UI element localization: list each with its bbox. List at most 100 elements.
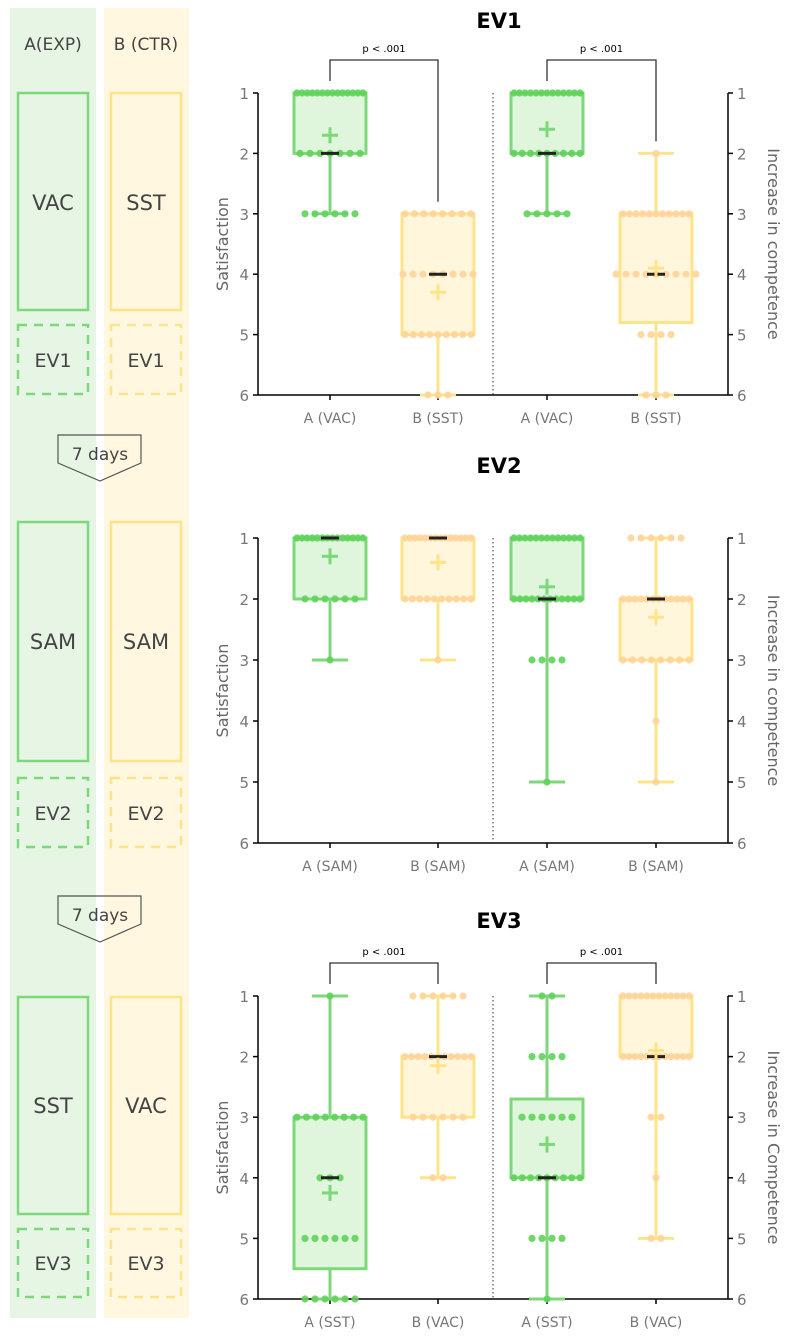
data-point (631, 595, 639, 603)
data-point (628, 656, 637, 664)
data-point (401, 331, 409, 339)
data-point (293, 89, 301, 97)
y-axis-label-left: Satisfaction (213, 644, 232, 738)
data-point (326, 992, 334, 1000)
data-point (526, 1174, 535, 1182)
data-point (346, 149, 354, 157)
x-tick-label: B (SST) (630, 411, 681, 427)
data-point (576, 595, 584, 603)
data-point (452, 595, 460, 603)
data-point (532, 89, 540, 97)
data-point (576, 1174, 584, 1182)
data-point (652, 717, 660, 725)
data-point (543, 89, 551, 97)
interval2-arrow (57, 895, 142, 943)
y-tick-label-right: 1 (737, 85, 747, 103)
data-point (568, 1174, 576, 1182)
data-point (570, 89, 579, 97)
data-point (334, 89, 342, 97)
y-tick-label-right: 4 (737, 266, 747, 284)
data-point (434, 331, 442, 339)
data-point (518, 1113, 526, 1121)
eval1-a-label: EV1 (34, 350, 71, 372)
y-tick-label-right: 1 (737, 988, 747, 1006)
data-point (421, 534, 429, 542)
x-tick-label: A (SST) (521, 1315, 572, 1331)
data-point (627, 534, 635, 542)
data-point (679, 992, 687, 1000)
data-point (459, 992, 467, 1000)
data-point (619, 1053, 627, 1061)
data-point (331, 595, 339, 603)
data-point (462, 534, 470, 542)
data-point (510, 595, 518, 603)
data-point (311, 595, 319, 603)
data-point (554, 89, 562, 97)
data-point (647, 534, 655, 542)
chart-title: EV2 (476, 454, 521, 478)
data-point (308, 89, 316, 97)
data-point (642, 391, 650, 399)
data-point (510, 534, 518, 542)
data-point (543, 210, 551, 218)
data-point (344, 534, 352, 542)
data-point (408, 595, 416, 603)
y-tick-label-left: 1 (239, 530, 249, 548)
data-point (349, 89, 357, 97)
data-point (631, 992, 639, 1000)
y-tick-label-left: 4 (239, 713, 249, 731)
significance-label: p < .001 (362, 947, 405, 958)
data-point (321, 210, 329, 218)
data-point (321, 1234, 329, 1242)
data-point (677, 534, 685, 542)
data-point (652, 149, 660, 157)
data-point (331, 1295, 339, 1303)
data-point (313, 89, 321, 97)
data-point (655, 992, 663, 1000)
data-point (528, 595, 536, 603)
data-point (336, 149, 344, 157)
data-point (543, 778, 551, 786)
data-point (331, 1234, 339, 1242)
data-point (515, 89, 524, 97)
data-point (419, 270, 427, 278)
data-point (559, 534, 568, 542)
data-point (526, 534, 535, 542)
data-point (409, 270, 417, 278)
data-point (647, 1113, 655, 1121)
eval2-b-label: EV2 (127, 803, 164, 825)
data-point (558, 1234, 566, 1242)
y-tick-label-left: 3 (239, 652, 249, 670)
data-point (543, 1295, 551, 1303)
y-tick-label-right: 3 (737, 652, 747, 670)
data-point (662, 391, 670, 399)
significance-bracket (546, 962, 657, 984)
data-point (673, 992, 681, 1000)
data-point (306, 149, 314, 157)
data-point (523, 210, 531, 218)
y-tick-label-right: 5 (737, 327, 747, 345)
data-point (354, 534, 362, 542)
data-point (558, 1113, 566, 1121)
y-tick-label-right: 4 (737, 713, 747, 731)
data-point (426, 331, 434, 339)
data-point (538, 1234, 546, 1242)
data-point (313, 534, 321, 542)
data-point (457, 210, 466, 218)
box-2 (400, 534, 476, 664)
data-point (672, 210, 680, 218)
data-point (637, 992, 645, 1000)
data-point (637, 1053, 645, 1061)
data-point (667, 992, 675, 1000)
box-3 (509, 534, 585, 786)
y-tick-label-right: 6 (737, 387, 747, 405)
data-point (401, 1053, 409, 1061)
data-point (652, 778, 660, 786)
y-tick-label-left: 2 (239, 1049, 249, 1067)
data-point (685, 1053, 693, 1061)
y-tick-label-left: 6 (239, 835, 249, 853)
data-point (647, 1234, 655, 1242)
data-point (528, 1113, 536, 1121)
session1-b-label: SST (126, 191, 166, 215)
data-point (637, 331, 645, 339)
